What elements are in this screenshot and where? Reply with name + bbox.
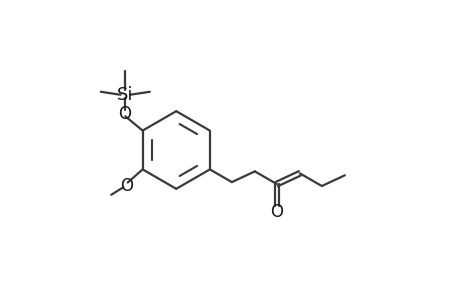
- Text: O: O: [118, 105, 131, 123]
- Text: Si: Si: [117, 86, 133, 104]
- Text: O: O: [120, 177, 133, 195]
- Text: O: O: [270, 203, 283, 221]
